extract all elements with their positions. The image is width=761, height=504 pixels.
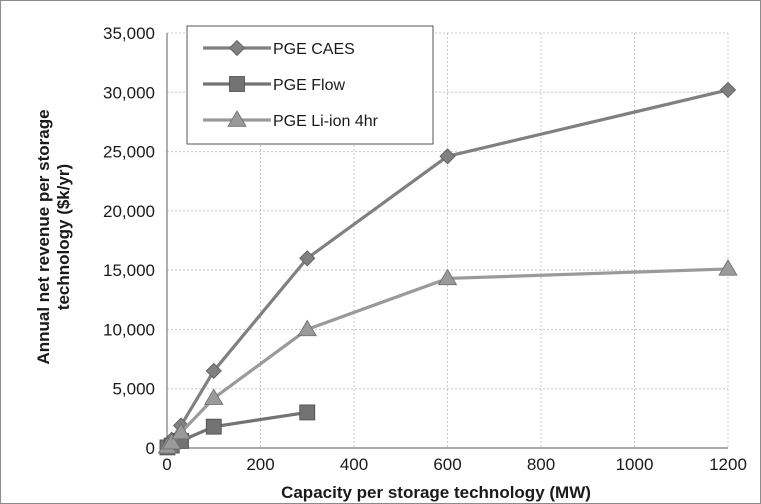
y-axis-title-line-1: Annual net revenue per storage	[34, 109, 53, 364]
data-point-triangle	[204, 388, 224, 405]
x-tick-label: 600	[433, 455, 461, 474]
y-tick-label: 0	[146, 439, 155, 458]
legend-label: PGE CAES	[273, 41, 355, 58]
data-point-diamond	[719, 81, 737, 98]
x-tick-label: 200	[246, 455, 274, 474]
y-tick-label: 35,000	[103, 24, 155, 43]
data-point-square	[229, 76, 245, 92]
data-point-square	[205, 418, 222, 435]
x-tick-label: 0	[162, 455, 171, 474]
data-point-diamond	[299, 250, 316, 267]
y-tick-label: 30,000	[103, 83, 155, 102]
data-point-diamond	[228, 39, 246, 57]
y-tick-label: 20,000	[103, 202, 155, 221]
data-point-triangle	[437, 268, 458, 286]
data-point-diamond	[205, 362, 222, 379]
x-tick-label: 1000	[616, 455, 654, 474]
data-point-triangle	[718, 259, 738, 276]
legend: PGE CAES PGE Flow PGE Li-ion 4hr	[186, 25, 434, 145]
data-point-triangle	[171, 422, 191, 440]
y-tick-label: 10,000	[103, 320, 155, 339]
labels: Capacity per storage technology (MW) Ann…	[34, 109, 591, 502]
x-tick-label: 400	[340, 455, 368, 474]
y-tick-label: 25,000	[103, 143, 155, 162]
data-point-triangle	[227, 110, 247, 127]
data-point-square	[299, 404, 316, 421]
x-tick-label: 1200	[709, 455, 747, 474]
y-tick-label: 15,000	[103, 261, 155, 280]
data-point-diamond	[439, 148, 456, 165]
y-axis-title-line-2: technology ($k/yr)	[54, 164, 73, 310]
x-axis-title: Capacity per storage technology (MW)	[281, 483, 591, 502]
legend-label: PGE Li-ion 4hr	[273, 113, 379, 130]
series-layer	[157, 81, 738, 456]
legend-label: PGE Flow	[273, 77, 345, 94]
data-point-triangle	[161, 432, 182, 450]
y-tick-label: 5,000	[112, 380, 155, 399]
axes: 0 5,000 10,000 15,000 20,000 25,000 30,000 35,0…	[103, 24, 747, 474]
data-point-triangle	[297, 319, 317, 337]
x-tick-label: 800	[527, 455, 555, 474]
